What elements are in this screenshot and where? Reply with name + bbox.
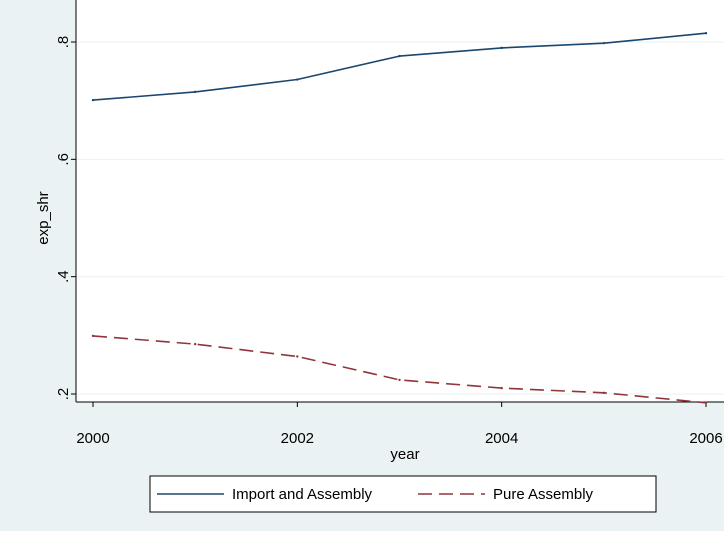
- series-0-point-1: [193, 90, 197, 94]
- series-0-point-4: [500, 46, 503, 50]
- y-tick-label-2: .6: [55, 153, 72, 166]
- series-1-point-3: [398, 378, 401, 382]
- x-tick-label-1: 2002: [281, 430, 314, 447]
- y-tick-label-1: .4: [55, 270, 72, 283]
- series-0-point-5: [602, 41, 606, 45]
- axes: [75, 0, 724, 403]
- series-1-point-4: [500, 386, 503, 390]
- x-axis-label: year: [390, 446, 419, 463]
- legend-box: [149, 475, 657, 513]
- legend: Import and Assembly Pure Assembly: [149, 475, 657, 513]
- legend-label-1: Pure Assembly: [493, 486, 594, 503]
- series-0-point-3: [398, 54, 401, 58]
- series: [91, 32, 708, 404]
- series-0-point-0: [91, 98, 95, 102]
- series-1-point-2: [296, 355, 299, 358]
- series-0-point-6: [704, 32, 708, 35]
- series-1-point-6: [704, 401, 708, 404]
- series-1-point-5: [602, 391, 606, 395]
- series-1-point-0: [91, 334, 95, 338]
- y-tick-label-3: .8: [55, 36, 72, 49]
- series-0-point-2: [296, 78, 299, 81]
- x-tick-label-2: 2004: [485, 430, 518, 447]
- y-tick-label-0: .2: [55, 388, 72, 401]
- ticks: .2 .4 .6 .8 2000 2002 2004 2006: [55, 36, 723, 447]
- plot-area: [76, 0, 724, 402]
- x-tick-label-0: 2000: [76, 430, 109, 447]
- y-axis-label: exp_shr: [35, 191, 52, 244]
- legend-label-0: Import and Assembly: [232, 486, 373, 503]
- series-1-point-1: [193, 342, 197, 346]
- x-tick-label-3: 2006: [689, 430, 722, 447]
